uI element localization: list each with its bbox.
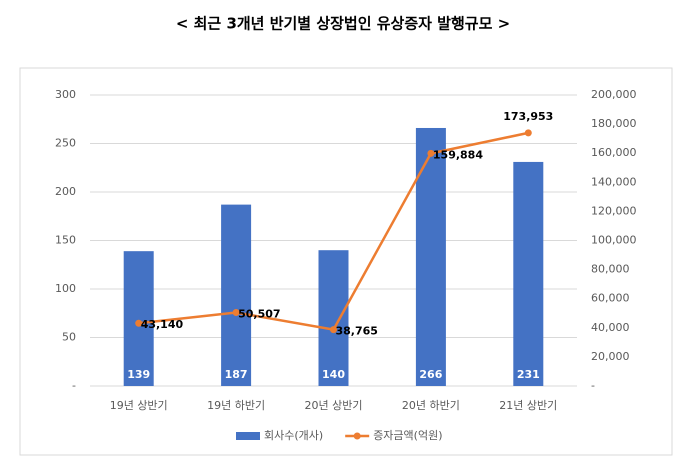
bar-value-label: 139 — [127, 368, 150, 381]
y2-tick-label: 200,000 — [591, 88, 637, 101]
line-point — [330, 326, 337, 334]
y2-tick-label: 80,000 — [591, 263, 630, 276]
bar-value-label: 187 — [225, 368, 248, 381]
line-value-label: 43,140 — [141, 318, 184, 331]
x-tick-label: 21년 상반기 — [499, 399, 557, 412]
y2-tick-label: 180,000 — [591, 117, 637, 130]
bar-value-label: 231 — [517, 368, 540, 381]
line-value-label: 159,884 — [433, 148, 483, 161]
y-tick-label: - — [72, 379, 76, 392]
y-tick-label: 200 — [55, 185, 76, 198]
legend-label: 증자금액(억원) — [373, 429, 442, 442]
y-tick-label: 150 — [55, 234, 76, 247]
y2-tick-label: 20,000 — [591, 350, 630, 363]
y2-tick-label: 120,000 — [591, 204, 637, 217]
y2-tick-label: 60,000 — [591, 292, 630, 305]
y-tick-label: 250 — [55, 137, 76, 150]
legend-swatch — [236, 432, 260, 440]
bar — [415, 127, 446, 386]
y-tick-label: 100 — [55, 282, 76, 295]
legend-swatch — [353, 432, 361, 440]
y-tick-label: 300 — [55, 88, 76, 101]
line-point — [524, 129, 532, 137]
line-point — [232, 309, 240, 317]
bar-value-label: 140 — [322, 368, 345, 381]
chart-title: < 최근 3개년 반기별 상장법인 유상증자 발행규모 > — [176, 15, 510, 33]
line-value-label: 50,507 — [238, 308, 280, 321]
x-tick-label: 20년 상반기 — [305, 399, 363, 412]
y-tick-label: 50 — [62, 331, 76, 344]
line-point — [135, 319, 143, 327]
bar — [221, 204, 252, 386]
line-point — [427, 149, 435, 157]
y2-tick-label: 160,000 — [591, 146, 637, 159]
x-tick-label: 19년 하반기 — [207, 398, 265, 412]
y2-tick-label: 100,000 — [591, 234, 637, 247]
legend-label: 회사수(개사) — [264, 429, 323, 442]
line-value-label: 173,953 — [503, 110, 553, 123]
bar — [513, 161, 544, 386]
line-value-label: 38,765 — [336, 325, 378, 338]
y2-tick-label: 40,000 — [591, 321, 630, 334]
bar — [318, 250, 349, 386]
y2-tick-label: 140,000 — [591, 175, 637, 188]
bar-value-label: 266 — [419, 368, 442, 381]
x-tick-label: 20년 하반기 — [402, 398, 460, 412]
bar — [123, 251, 154, 386]
y2-tick-label: - — [591, 379, 595, 392]
x-tick-label: 19년 상반기 — [110, 399, 168, 412]
